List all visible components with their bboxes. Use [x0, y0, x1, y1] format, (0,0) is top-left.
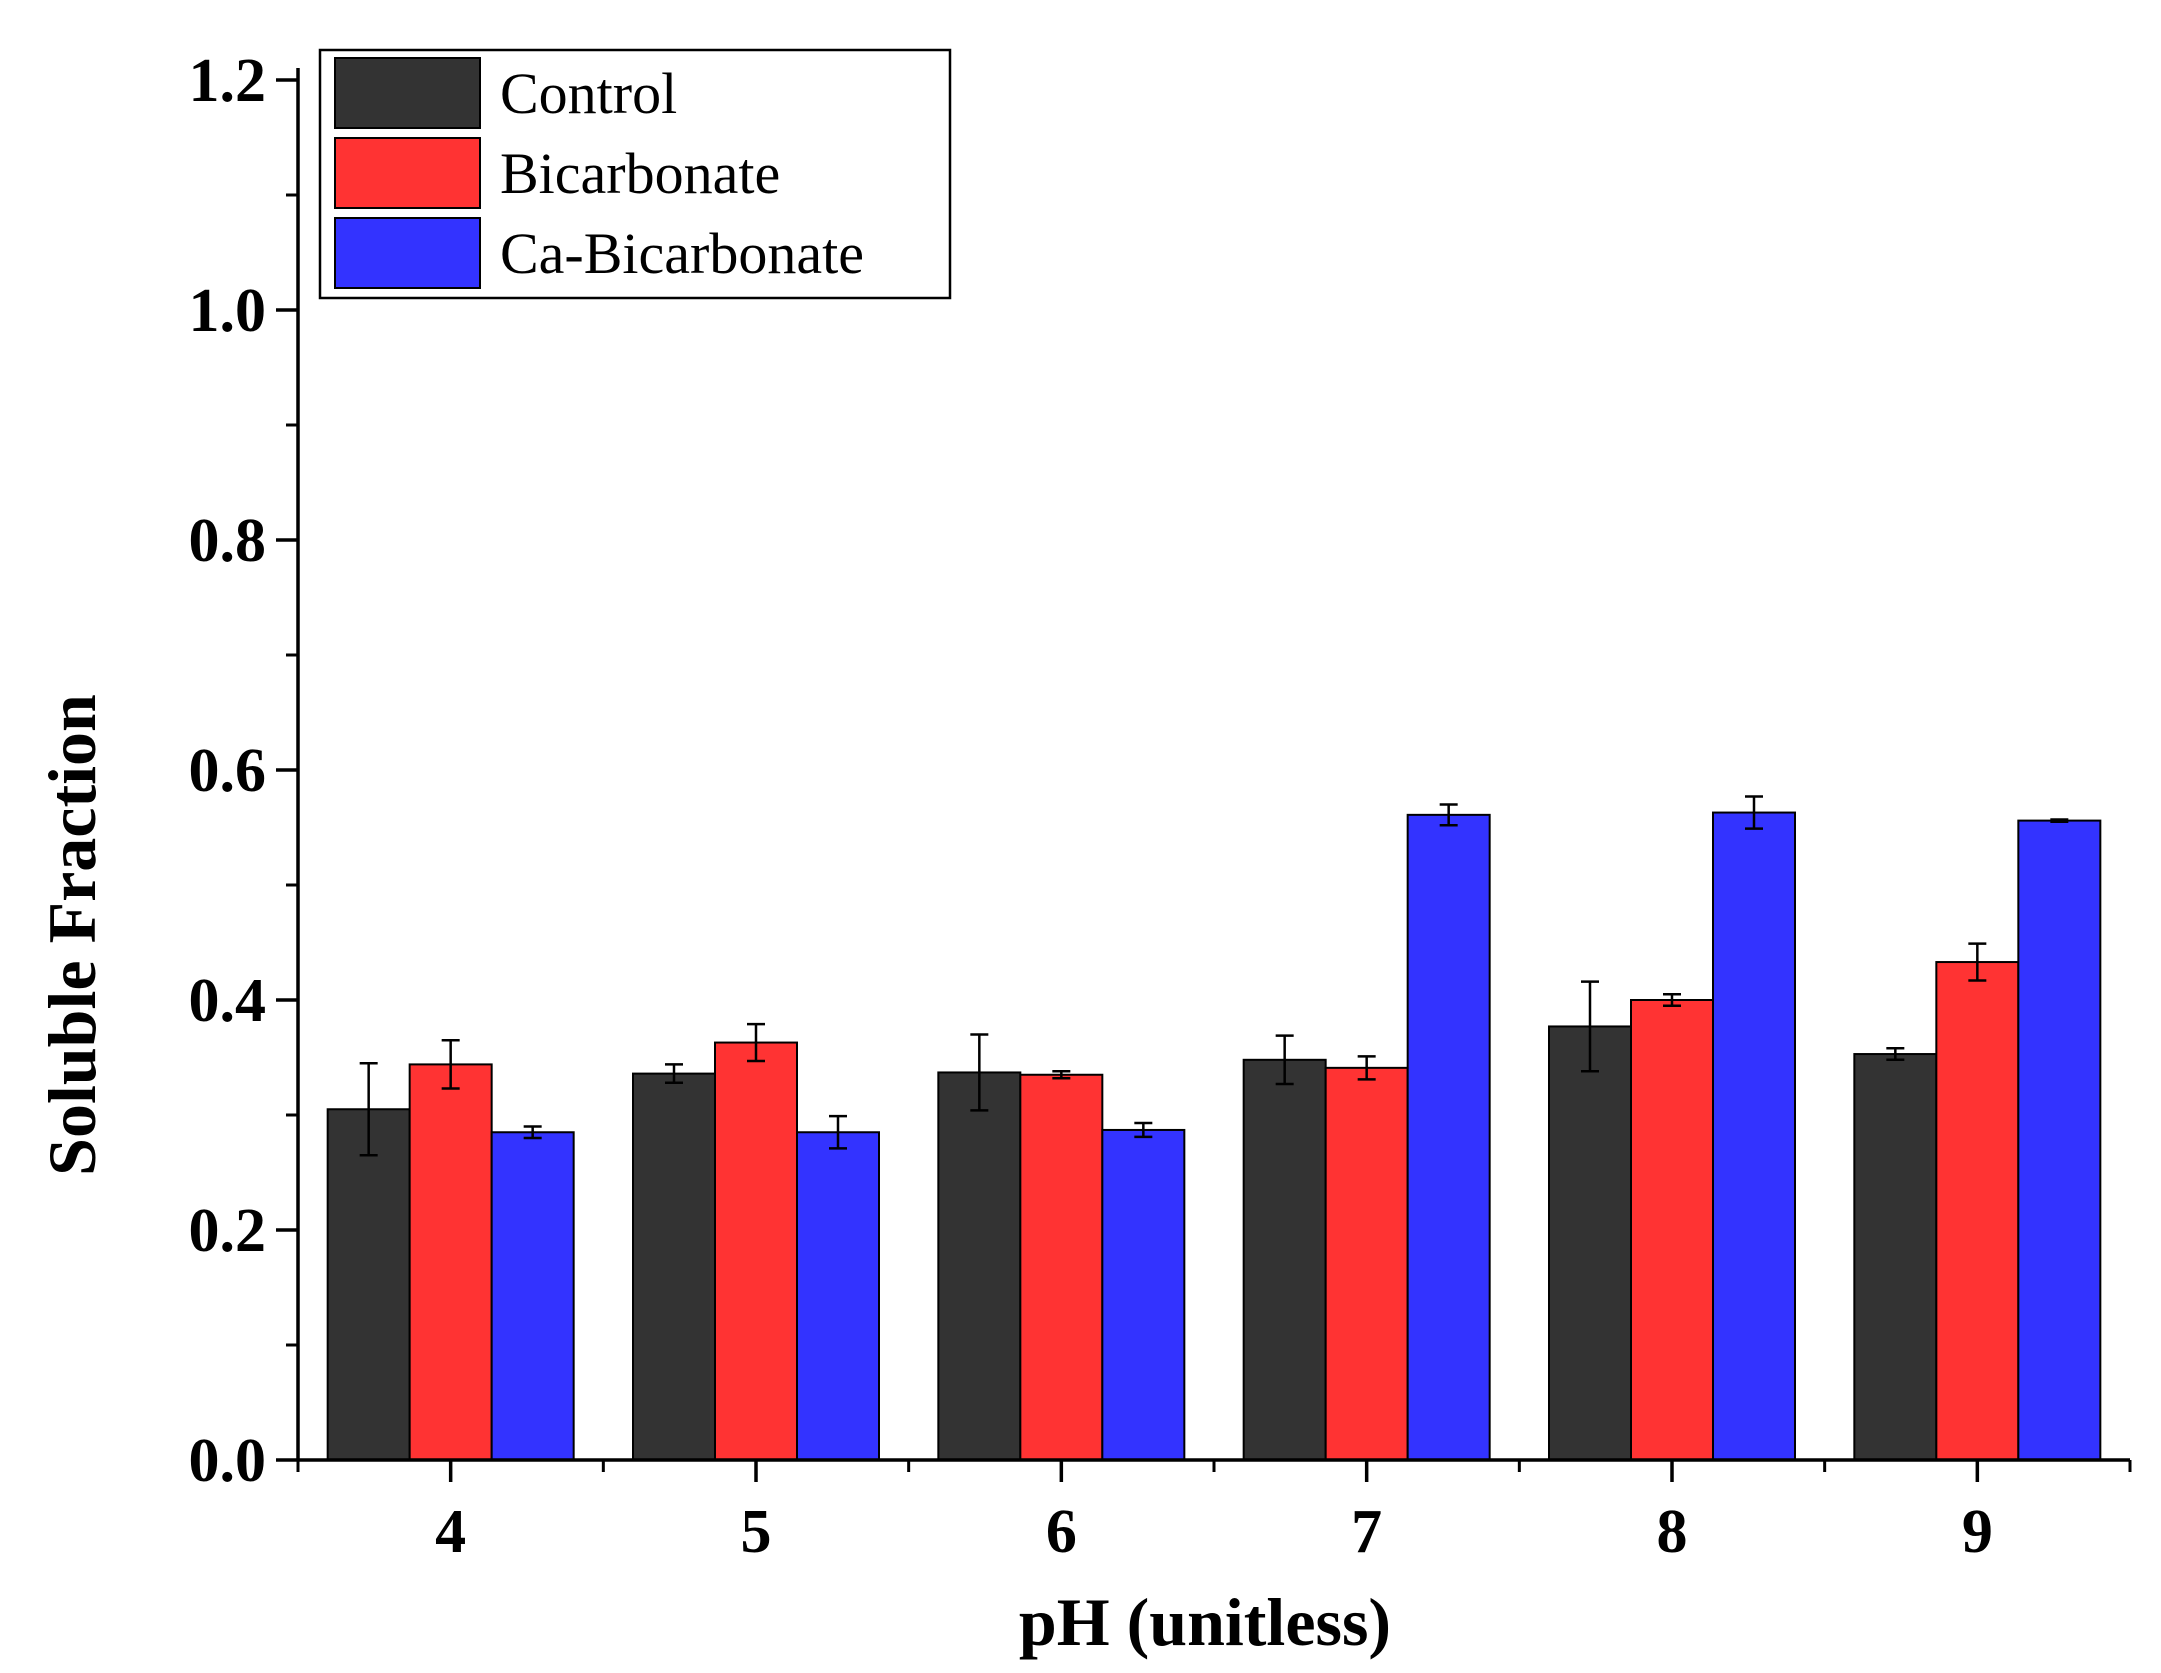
bar-bicarbonate-ph-7	[1324, 1066, 1409, 1461]
bar-ca-bicarbonate-ph-4	[490, 1131, 575, 1461]
bars-layer	[326, 795, 2102, 1462]
bar-bicarbonate-ph-8	[1630, 999, 1714, 1461]
x-tick-label: 6	[1046, 1498, 1077, 1566]
y-tick-label: 0.6	[189, 737, 267, 805]
y-tick-label: 0.2	[189, 1197, 267, 1265]
x-tick-label: 5	[741, 1498, 772, 1566]
bar-control-ph-4	[326, 1108, 411, 1461]
axes-layer: 0.0 0.2 0.4 0.6 0.8 1.0 1.2 4 5 6 7 8 9	[189, 47, 2132, 1566]
bar-bicarbonate-ph-6	[1019, 1073, 1104, 1461]
y-tick-label: 1.2	[189, 47, 267, 115]
bar-ca-bicarbonate-ph-9	[2017, 819, 2102, 1461]
bar-control-ph-5	[632, 1072, 716, 1461]
bar-control-ph-7	[1242, 1058, 1327, 1462]
bar-ca-bicarbonate-ph-6	[1101, 1128, 1186, 1461]
legend: Control Bicarbonate Ca-Bicarbonate	[318, 48, 952, 300]
y-axis-title: Soluble Fraction	[34, 694, 110, 1176]
bar-ca-bicarbonate-ph-5	[796, 1131, 880, 1461]
x-tick-label: 7	[1351, 1498, 1382, 1566]
bar-control-ph-6	[937, 1071, 1022, 1461]
bar-bicarbonate-ph-5	[714, 1041, 798, 1462]
y-tick-label: 0.8	[189, 507, 267, 575]
x-tick-label: 9	[1962, 1498, 1993, 1566]
x-tick-label: 4	[435, 1498, 466, 1566]
legend-label-ca-bicarbonate: Ca-Bicarbonate	[500, 221, 864, 286]
x-tick-label: 8	[1657, 1498, 1688, 1566]
bar-bicarbonate-ph-4	[408, 1063, 493, 1462]
bar-ca-bicarbonate-ph-7	[1406, 813, 1491, 1461]
bar-bicarbonate-ph-9	[1935, 961, 2020, 1461]
bar-ca-bicarbonate-ph-8	[1712, 811, 1796, 1461]
legend-swatch-control	[334, 57, 481, 129]
y-tick-label: 0.4	[189, 967, 267, 1035]
legend-label-bicarbonate: Bicarbonate	[500, 141, 780, 206]
y-tick-label: 1.0	[189, 277, 267, 345]
legend-swatch-ca-bicarbonate	[334, 217, 481, 289]
x-axis-title: pH (unitless)	[1019, 1584, 1391, 1660]
y-tick-label: 0.0	[189, 1427, 267, 1495]
bar-control-ph-9	[1853, 1053, 1938, 1462]
legend-swatch-bicarbonate	[334, 137, 481, 209]
bar-control-ph-8	[1548, 1025, 1632, 1461]
legend-label-control: Control	[500, 61, 677, 126]
